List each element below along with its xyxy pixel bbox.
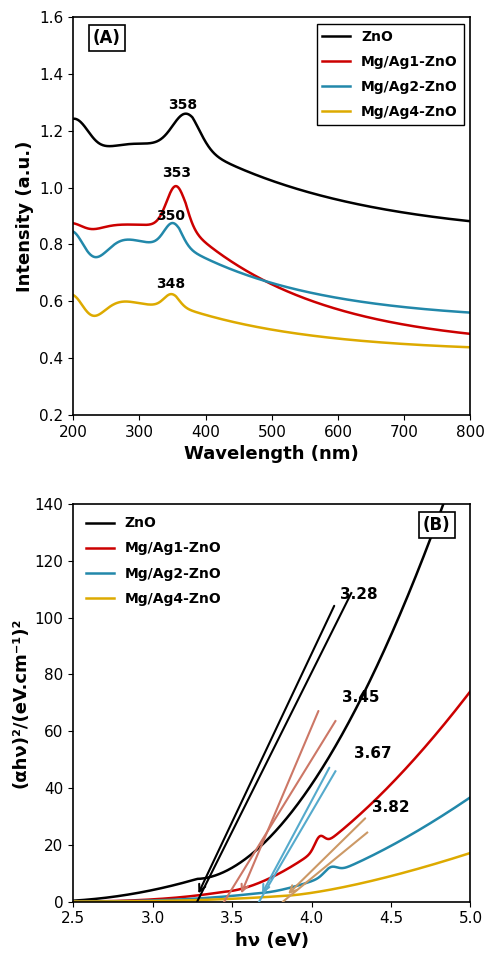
Y-axis label: (αhν)²/(eV.cm⁻¹)²: (αhν)²/(eV.cm⁻¹)² [11, 618, 29, 788]
Text: 3.45: 3.45 [342, 690, 379, 704]
Mg/Ag4-ZnO [95, 896, 101, 907]
Mg/Ag2-ZnO [302, 285, 308, 297]
X-axis label: hν (eV): hν (eV) [235, 932, 309, 949]
ZnO [324, 191, 330, 203]
Mg/Ag2-ZnO [323, 865, 329, 876]
Text: (B): (B) [423, 516, 450, 533]
Mg/Ag2-ZnO [95, 896, 101, 907]
Mg/Ag1-ZnO [70, 896, 76, 907]
ZnO [70, 113, 76, 125]
ZnO [323, 755, 329, 767]
ZnO [445, 484, 451, 496]
Mg/Ag2-ZnO [467, 792, 473, 803]
Line: Mg/Ag4-ZnO: Mg/Ag4-ZnO [73, 853, 470, 901]
Mg/Ag1-ZnO [95, 223, 101, 234]
ZnO [372, 665, 377, 677]
ZnO [467, 215, 473, 227]
Mg/Ag1-ZnO [467, 685, 473, 697]
Text: 358: 358 [168, 98, 197, 112]
Y-axis label: Intensity (a.u.): Intensity (a.u.) [16, 140, 34, 292]
ZnO [372, 202, 378, 213]
Text: 350: 350 [156, 209, 185, 223]
ZnO [301, 790, 307, 801]
Mg/Ag4-ZnO [323, 885, 329, 897]
X-axis label: Wavelength (nm): Wavelength (nm) [185, 445, 359, 463]
Mg/Ag1-ZnO [70, 217, 76, 229]
Mg/Ag4-ZnO [95, 309, 101, 321]
Mg/Ag1-ZnO [372, 313, 378, 325]
Mg/Ag4-ZnO [70, 289, 76, 301]
Mg/Ag4-ZnO [168, 288, 174, 300]
ZnO [302, 185, 308, 197]
Mg/Ag1-ZnO [173, 181, 179, 192]
Line: Mg/Ag1-ZnO: Mg/Ag1-ZnO [73, 186, 470, 333]
Legend: ZnO, Mg/Ag1-ZnO, Mg/Ag2-ZnO, Mg/Ag4-ZnO: ZnO, Mg/Ag1-ZnO, Mg/Ag2-ZnO, Mg/Ag4-ZnO [317, 24, 463, 125]
Mg/Ag4-ZnO [324, 332, 330, 343]
Text: 353: 353 [162, 166, 191, 181]
ZnO [95, 136, 101, 148]
ZnO [183, 108, 188, 119]
ZnO [312, 188, 318, 200]
Mg/Ag2-ZnO [311, 875, 317, 886]
Mg/Ag4-ZnO [312, 331, 318, 342]
Mg/Ag4-ZnO [467, 341, 473, 353]
Text: 3.28: 3.28 [340, 587, 378, 603]
Mg/Ag1-ZnO [372, 795, 377, 806]
ZnO [95, 893, 101, 904]
Mg/Ag1-ZnO [467, 328, 473, 339]
Line: Mg/Ag1-ZnO: Mg/Ag1-ZnO [73, 691, 470, 901]
Mg/Ag1-ZnO [311, 839, 317, 850]
Mg/Ag4-ZnO [413, 339, 419, 351]
Line: Mg/Ag2-ZnO: Mg/Ag2-ZnO [73, 223, 470, 312]
Mg/Ag2-ZnO [372, 298, 378, 309]
Mg/Ag4-ZnO [301, 888, 307, 899]
Mg/Ag2-ZnO [413, 303, 419, 314]
Mg/Ag2-ZnO [324, 290, 330, 302]
ZnO [467, 484, 473, 496]
Line: Mg/Ag4-ZnO: Mg/Ag4-ZnO [73, 294, 470, 347]
Mg/Ag2-ZnO [412, 826, 418, 838]
Legend: ZnO, Mg/Ag1-ZnO, Mg/Ag2-ZnO, Mg/Ag4-ZnO: ZnO, Mg/Ag1-ZnO, Mg/Ag2-ZnO, Mg/Ag4-ZnO [80, 511, 227, 611]
Mg/Ag1-ZnO [412, 752, 418, 764]
Text: 3.82: 3.82 [372, 801, 410, 815]
Mg/Ag2-ZnO [70, 226, 76, 237]
Text: 3.67: 3.67 [355, 747, 392, 761]
Mg/Ag1-ZnO [302, 292, 308, 304]
Line: Mg/Ag2-ZnO: Mg/Ag2-ZnO [73, 798, 470, 901]
Mg/Ag2-ZnO [95, 251, 101, 262]
Mg/Ag1-ZnO [95, 896, 101, 907]
Mg/Ag2-ZnO [301, 878, 307, 890]
Mg/Ag2-ZnO [372, 849, 377, 860]
Mg/Ag1-ZnO [413, 321, 419, 333]
ZnO [311, 775, 317, 786]
Text: 348: 348 [156, 278, 185, 291]
ZnO [413, 209, 419, 220]
Mg/Ag4-ZnO [311, 887, 317, 899]
Mg/Ag4-ZnO [372, 336, 378, 348]
Mg/Ag2-ZnO [170, 217, 176, 229]
Mg/Ag2-ZnO [70, 896, 76, 907]
Line: ZnO: ZnO [73, 113, 470, 221]
Mg/Ag2-ZnO [467, 307, 473, 318]
Mg/Ag4-ZnO [412, 864, 418, 875]
Mg/Ag4-ZnO [70, 896, 76, 907]
Text: (A): (A) [93, 29, 121, 47]
Mg/Ag4-ZnO [372, 875, 377, 886]
Line: ZnO: ZnO [73, 490, 470, 900]
Mg/Ag1-ZnO [323, 833, 329, 845]
Mg/Ag4-ZnO [467, 848, 473, 859]
Mg/Ag4-ZnO [302, 329, 308, 340]
ZnO [412, 572, 418, 583]
Mg/Ag1-ZnO [301, 852, 307, 864]
Mg/Ag1-ZnO [324, 300, 330, 311]
Mg/Ag1-ZnO [312, 296, 318, 308]
ZnO [70, 895, 76, 906]
Mg/Ag2-ZnO [312, 287, 318, 299]
